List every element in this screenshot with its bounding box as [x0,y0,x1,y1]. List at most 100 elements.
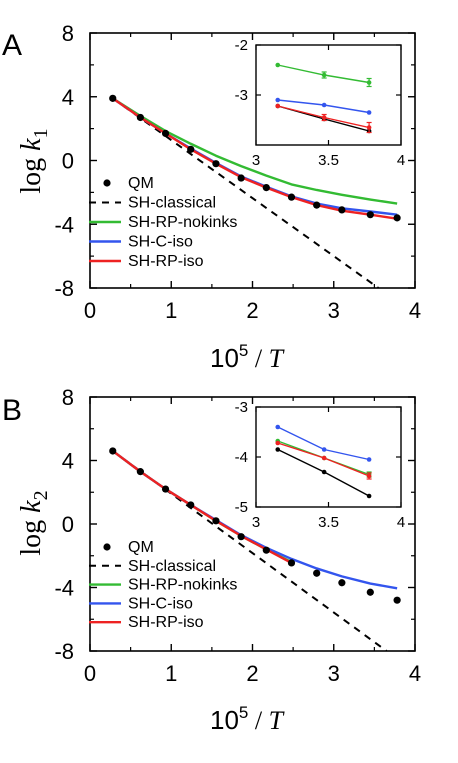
inset-point-sh-c-iso [321,447,327,452]
inset-x-tick-label: 4 [397,514,405,531]
inset-x-tick-label: 4 [397,152,405,169]
x-axis-label-suffix: / [248,344,268,373]
x-axis-label-prefix: 10 [210,343,239,373]
x-axis-label-prefix: 10 [210,705,239,735]
legend-label-sh-c-iso: SH-C-iso [128,595,193,612]
x-axis-label: 105 / T [210,703,285,735]
qm-point [338,579,346,587]
qm-point [262,546,270,554]
y-axis-label-var: k [16,138,47,151]
x-tick-label: 4 [409,661,421,686]
legend-label-sh-rp-iso: SH-RP-iso [128,614,204,631]
legend-label-qm: QM [128,175,154,192]
inset-point-sh-rp-iso [275,103,281,109]
qm-point [187,145,195,153]
inset-point-sh-rp-nokinks [321,72,327,78]
qm-point [237,533,245,541]
legend-label-sh-rp-iso: SH-RP-iso [128,253,204,270]
series-line-sh-classical [112,97,380,288]
panel-label: A [2,29,22,62]
inset-point-sh-rp-nokinks [366,80,372,85]
inset-point-sh-c-iso [275,424,281,430]
x-axis-label-var: T [269,706,285,735]
qm-point [262,183,270,192]
qm-point [161,485,170,493]
qm-point [136,468,144,476]
inset-point-sh-rp-iso [275,440,281,446]
inset-point-sh-rp-iso [366,473,372,479]
y-axis-label-sub: 1 [30,128,52,138]
inset-point-sh-c-iso [366,457,372,462]
y-tick-label: 8 [62,21,74,46]
qm-point [109,94,117,102]
inset-point-sh-rp-iso [321,455,327,461]
x-tick-label: 2 [246,298,258,323]
legend-swatch-qm [103,179,111,187]
inset-point-sh-rp-iso [366,125,372,130]
x-tick-label: 3 [328,661,340,686]
inset-x-tick-label: 3 [252,514,260,531]
x-axis-label-sup: 5 [239,341,248,360]
x-tick-label: 2 [246,661,258,686]
y-axis-label-sub: 2 [30,490,52,500]
inset: 3 3.5 4 -3 -4 -5 [235,399,406,531]
y-tick-label: 8 [62,385,74,410]
qm-point [212,160,220,168]
y-tick-label: -8 [54,276,74,301]
inset-point-sh-c-iso [321,102,327,108]
qm-point [393,214,401,222]
series-line-sh-rp-iso [112,450,293,564]
x-tick-label: 3 [328,298,340,323]
inset-frame [255,44,402,146]
inset-point-sh-rp-nokinks [275,62,281,68]
x-axis-label-sup: 5 [239,703,248,722]
qm-point [366,211,374,219]
qm-point [393,596,401,604]
series-group [109,94,401,288]
inset-y-tick-label: -4 [235,449,248,466]
qm-point [161,129,170,138]
qm-point [212,517,220,525]
x-tick-label: 1 [165,298,177,323]
legend-label-sh-rp-nokinks: SH-RP-nokinks [128,577,237,594]
qm-point [136,113,144,122]
legend-label-sh-rp-nokinks: SH-RP-nokinks [128,214,237,231]
legend-label-qm: QM [128,539,154,556]
legend-swatch-qm [103,543,111,551]
legend-label-sh-c-iso: SH-C-iso [128,234,193,251]
y-axis-label-base: log [16,513,47,556]
y-tick-label: 0 [62,512,74,537]
inset-x-tick-label: 3.5 [318,514,339,531]
qm-point [287,193,296,201]
inset-point-sh-c-iso [275,97,281,103]
y-axis-label-var: k [16,500,47,513]
inset-y-tick-label: -2 [235,37,248,54]
qm-point [313,201,321,209]
inset-y-tick-label: -3 [235,399,248,416]
inset-x-tick-label: 3 [252,152,260,169]
qm-point [313,569,321,577]
inset-x-tick-label: 3.5 [318,152,339,169]
inset-y-tick-label: -3 [235,87,248,104]
y-tick-label: -8 [54,639,74,664]
series-group [109,447,401,651]
series-line-sh-rp-iso [112,97,398,220]
inset-point-qm [275,447,281,452]
inset-point-qm [366,493,372,499]
y-tick-label: -4 [54,212,74,237]
y-tick-label: 4 [62,85,74,110]
x-tick-label: 4 [409,298,421,323]
legend-label-sh-classical: SH-classical [128,195,216,212]
series-line-sh-rp-nokinks [112,97,398,205]
x-tick-label: 0 [84,298,96,323]
y-axis-label: log k1 [16,128,52,193]
y-tick-label: 4 [62,449,74,474]
qm-point [237,174,245,182]
qm-point [287,559,296,567]
x-axis-label-var: T [269,344,285,373]
legend-label-sh-classical: SH-classical [128,558,216,575]
